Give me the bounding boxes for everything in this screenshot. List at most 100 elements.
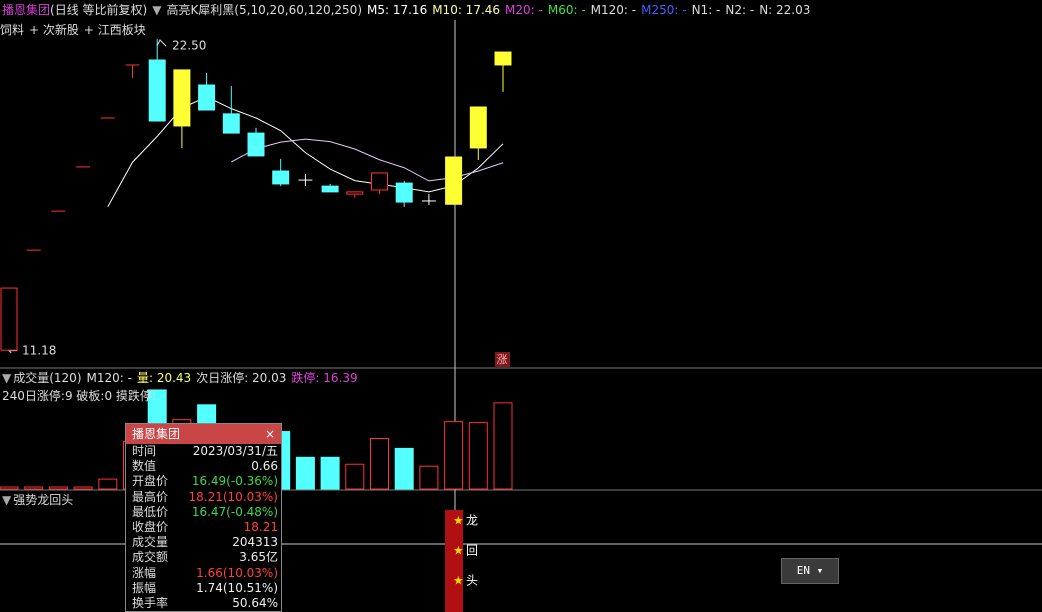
candle-body bbox=[321, 185, 339, 193]
dropdown-icon[interactable]: ▼ bbox=[152, 3, 162, 17]
candle-body bbox=[346, 191, 364, 195]
popup-row: 换手率 50.64% bbox=[126, 596, 281, 611]
ma-line bbox=[107, 96, 504, 207]
volume-bar bbox=[493, 402, 513, 490]
volume-bar bbox=[320, 456, 340, 490]
candle-body bbox=[148, 59, 166, 122]
stock-name[interactable]: 播恩集团 bbox=[2, 3, 51, 17]
row-value: 16.47(-0.48%) bbox=[191, 504, 278, 519]
popup-row: 最低价 16.47(-0.48%) bbox=[126, 505, 281, 520]
indicator-header: ▼ 强势龙回头 bbox=[2, 492, 78, 508]
ma-line bbox=[231, 138, 504, 182]
info-popup: 播恩集团 × 时间 2023/03/31/五数值 0.66 开盘价 16.49(-0.36… bbox=[125, 423, 282, 612]
popup-row: 成交额 3.65亿 bbox=[126, 550, 281, 565]
ime-indicator[interactable]: EN ▾ bbox=[781, 558, 839, 584]
row-value: 204313 bbox=[232, 535, 278, 550]
vol-value: 量: 20.43 bbox=[136, 371, 192, 385]
ma-label: M120: - bbox=[590, 3, 637, 17]
row-label: 成交量 bbox=[132, 535, 169, 550]
candle-body bbox=[247, 132, 265, 157]
badge-bg bbox=[495, 352, 510, 367]
volume-bar bbox=[73, 486, 93, 490]
ime-text: EN bbox=[796, 564, 810, 577]
row-value: 2023/03/31/五 bbox=[192, 444, 278, 458]
candle-body bbox=[494, 51, 512, 66]
row-label: 时间 bbox=[132, 444, 157, 458]
signal-text: 头 bbox=[466, 574, 478, 588]
volume-bar bbox=[98, 478, 118, 490]
vol-stats: 240日涨停:9 破板:0 摸跌停: bbox=[2, 389, 156, 403]
tags: 饲料 + 次新股 + 江西板块 bbox=[0, 22, 151, 38]
ma-label: M5: 17.16 bbox=[367, 3, 428, 17]
popup-row: 数值 0.66 bbox=[126, 459, 281, 474]
tag[interactable]: + 江西板块 bbox=[83, 23, 146, 37]
candle-body bbox=[173, 69, 191, 127]
volume-bar bbox=[468, 422, 488, 490]
row-label: 开盘价 bbox=[132, 474, 169, 489]
row-value: 18.21(10.03%) bbox=[188, 489, 278, 504]
volume-bar bbox=[444, 421, 464, 490]
candle-body bbox=[469, 106, 487, 149]
candle-body bbox=[272, 170, 290, 185]
signal-text: 龙 bbox=[466, 514, 478, 528]
volume-bar bbox=[345, 463, 365, 490]
row-label: 数值 bbox=[132, 459, 157, 474]
ime-arrow: ▾ bbox=[816, 564, 824, 577]
n-label: N: 22.03 bbox=[759, 3, 811, 17]
popup-title: 播恩集团 × bbox=[126, 424, 281, 444]
row-value: 16.49(-0.36%) bbox=[191, 474, 278, 489]
low-label: 11.18 bbox=[22, 344, 56, 358]
star: ★ bbox=[453, 514, 464, 528]
volume-bar bbox=[370, 437, 389, 490]
template[interactable]: 高亮K犀利黑(5,10,20,60,120,250) bbox=[166, 3, 362, 17]
volume-bar bbox=[24, 486, 44, 490]
candle-body bbox=[198, 84, 216, 111]
row-label: 成交额 bbox=[132, 550, 169, 565]
volume-bar bbox=[0, 486, 19, 490]
popup-row: 涨幅 1.66(10.03%) bbox=[126, 566, 281, 581]
badge: 涨 bbox=[497, 353, 508, 366]
mode: (日线 等比前复权) bbox=[50, 3, 148, 17]
down-limit: 跌停: 16.39 bbox=[291, 371, 358, 385]
row-value: 0.66 bbox=[251, 459, 278, 474]
next-up: 次日涨停: 20.03 bbox=[196, 371, 287, 385]
volume-bar bbox=[394, 447, 414, 490]
ma-label: M10: 17.46 bbox=[432, 3, 501, 17]
ma-label: M250: - bbox=[641, 3, 687, 17]
star: ★ bbox=[453, 544, 464, 558]
popup-row: 振幅 1.74(10.51%) bbox=[126, 581, 281, 596]
candle-body bbox=[0, 287, 18, 351]
volume-bar bbox=[295, 456, 315, 490]
candle-body bbox=[395, 182, 413, 203]
row-value: 1.74(10.51%) bbox=[196, 580, 278, 595]
close-button[interactable]: × bbox=[264, 427, 275, 441]
high-label: 22.50 bbox=[172, 39, 206, 53]
popup-title-text: 播恩集团 bbox=[132, 427, 181, 441]
dropdown-icon[interactable]: ▼ bbox=[2, 371, 12, 385]
candle-body bbox=[222, 113, 240, 134]
n-label: N1: - bbox=[691, 3, 721, 17]
n-label: N2: - bbox=[725, 3, 755, 17]
high-pointer bbox=[156, 39, 167, 47]
ma-label: M20: - bbox=[505, 3, 543, 17]
ma-label: M60: - bbox=[547, 3, 586, 17]
tag[interactable]: 饲料 bbox=[0, 23, 25, 37]
candle-body bbox=[445, 156, 463, 205]
tag[interactable]: + 次新股 bbox=[29, 23, 79, 37]
row-value: 3.65亿 bbox=[239, 550, 278, 565]
candle-body bbox=[371, 172, 388, 191]
popup-row: 开盘价 16.49(-0.36%) bbox=[126, 474, 281, 489]
signal-text: 回 bbox=[466, 544, 478, 558]
volume-bar bbox=[419, 465, 439, 490]
row-label: 换手率 bbox=[132, 595, 169, 610]
indicator-title: 强势龙回头 bbox=[13, 493, 74, 507]
popup-row: 最高价 18.21(10.03%) bbox=[126, 490, 281, 505]
popup-row: 成交量 204313 bbox=[126, 535, 281, 550]
star: ★ bbox=[453, 574, 464, 588]
dropdown-icon[interactable]: ▼ bbox=[2, 493, 12, 507]
row-label: 振幅 bbox=[132, 580, 157, 595]
vol-title: 成交量(120) bbox=[13, 371, 82, 385]
row-label: 最低价 bbox=[132, 504, 169, 519]
popup-row: 收盘价 18.21 bbox=[126, 520, 281, 535]
